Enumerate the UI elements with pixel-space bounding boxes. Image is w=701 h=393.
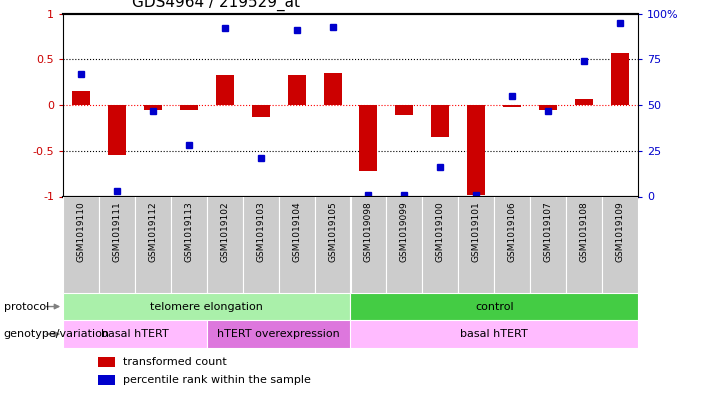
Bar — [171, 196, 207, 293]
Bar — [503, 105, 521, 107]
Bar — [63, 320, 207, 348]
Bar — [386, 196, 422, 293]
Bar — [324, 73, 341, 105]
Text: hTERT overexpression: hTERT overexpression — [217, 329, 340, 339]
Bar — [395, 105, 414, 115]
Bar — [494, 196, 530, 293]
Bar — [350, 320, 638, 348]
Bar — [575, 99, 593, 105]
Bar — [602, 196, 638, 293]
Bar — [566, 196, 602, 293]
Text: percentile rank within the sample: percentile rank within the sample — [123, 375, 311, 385]
Text: GSM1019107: GSM1019107 — [543, 201, 552, 262]
Bar — [278, 196, 315, 293]
Text: genotype/variation: genotype/variation — [4, 329, 109, 339]
Bar — [108, 105, 126, 155]
Bar — [144, 105, 162, 110]
Bar — [350, 196, 386, 293]
Bar — [207, 320, 350, 348]
Bar — [539, 105, 557, 110]
Text: GSM1019103: GSM1019103 — [256, 201, 265, 262]
Bar — [180, 105, 198, 110]
Text: GSM1019101: GSM1019101 — [472, 201, 481, 262]
Bar — [63, 293, 350, 320]
Text: GSM1019106: GSM1019106 — [508, 201, 517, 262]
Text: GSM1019099: GSM1019099 — [400, 201, 409, 262]
Text: GDS4964 / 219529_at: GDS4964 / 219529_at — [132, 0, 300, 11]
Text: GSM1019112: GSM1019112 — [149, 201, 158, 262]
Bar — [350, 293, 638, 320]
Bar — [530, 196, 566, 293]
Bar — [97, 375, 115, 385]
Bar — [207, 196, 243, 293]
Text: GSM1019108: GSM1019108 — [580, 201, 589, 262]
Bar — [315, 196, 350, 293]
Text: GSM1019100: GSM1019100 — [436, 201, 445, 262]
Bar — [97, 357, 115, 367]
Text: basal hTERT: basal hTERT — [101, 329, 169, 339]
Bar — [252, 105, 270, 117]
Text: GSM1019113: GSM1019113 — [184, 201, 193, 262]
Bar — [360, 105, 377, 171]
Text: control: control — [475, 301, 514, 312]
Text: GSM1019098: GSM1019098 — [364, 201, 373, 262]
Bar — [468, 105, 485, 195]
Text: GSM1019102: GSM1019102 — [220, 201, 229, 262]
Bar — [63, 196, 99, 293]
Text: GSM1019110: GSM1019110 — [76, 201, 86, 262]
Bar — [458, 196, 494, 293]
Bar — [135, 196, 171, 293]
Text: GSM1019109: GSM1019109 — [615, 201, 625, 262]
Bar — [216, 75, 233, 105]
Text: basal hTERT: basal hTERT — [461, 329, 528, 339]
Text: transformed count: transformed count — [123, 357, 227, 367]
Text: telomere elongation: telomere elongation — [150, 301, 264, 312]
Bar — [72, 92, 90, 105]
Bar — [431, 105, 449, 137]
Text: GSM1019111: GSM1019111 — [112, 201, 121, 262]
Bar — [422, 196, 458, 293]
Bar — [243, 196, 278, 293]
Text: GSM1019104: GSM1019104 — [292, 201, 301, 262]
Text: GSM1019105: GSM1019105 — [328, 201, 337, 262]
Bar — [611, 53, 629, 105]
Text: protocol: protocol — [4, 301, 49, 312]
Bar — [99, 196, 135, 293]
Bar — [287, 75, 306, 105]
